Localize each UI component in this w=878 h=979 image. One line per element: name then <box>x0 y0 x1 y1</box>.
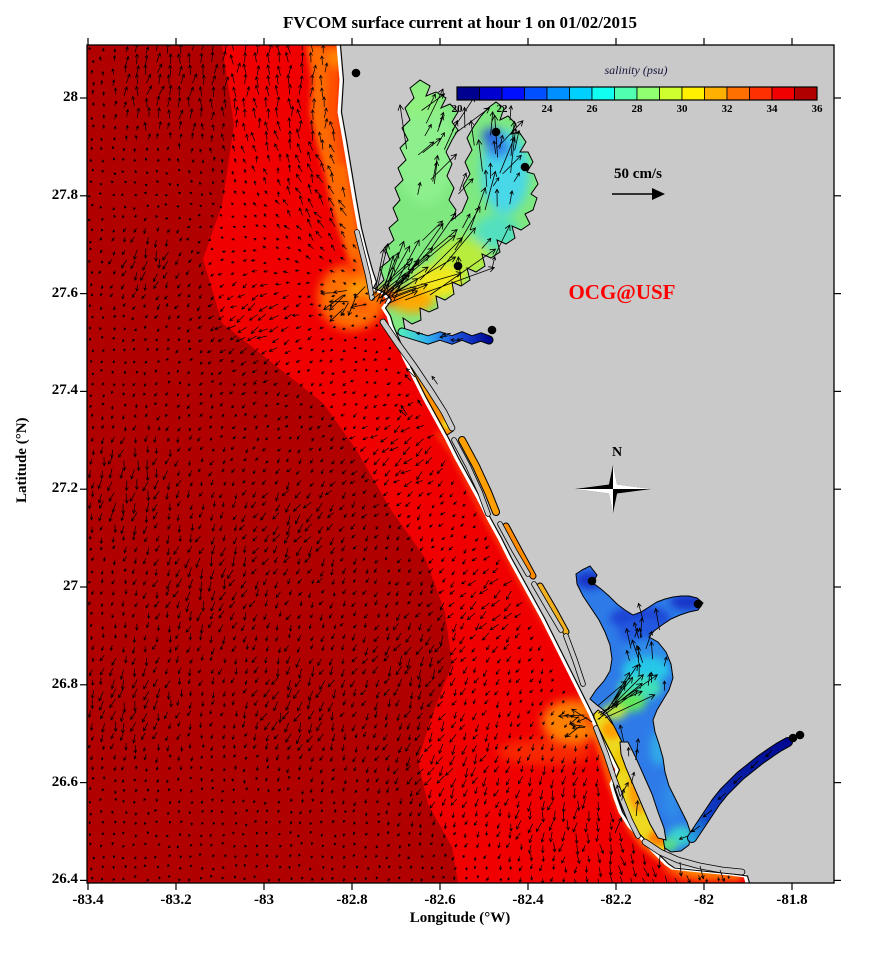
compass-rose-icon <box>575 465 651 513</box>
colorbar-segment <box>659 86 683 101</box>
colorbar-tick-label: 36 <box>811 103 823 115</box>
station-dot <box>351 68 361 78</box>
y-tick-label: 26.8 <box>51 675 78 692</box>
station-dot <box>587 576 597 586</box>
x-tick-label: -82.2 <box>600 892 632 908</box>
colorbar-segment <box>681 86 705 101</box>
lagoon-strip <box>459 437 499 515</box>
colorbar-segment <box>524 86 548 101</box>
colorbar-tick-label: 24 <box>541 103 553 115</box>
barrier-island <box>452 438 490 516</box>
pine-island <box>619 741 667 841</box>
barrier-island <box>642 839 745 875</box>
colorbar-segment <box>591 86 615 101</box>
station-dot <box>487 325 497 335</box>
compass-north-label: N <box>611 445 623 460</box>
x-tick-label: -82.8 <box>336 892 368 908</box>
y-tick-label: 28 <box>63 89 78 105</box>
station-dot <box>788 733 798 743</box>
x-tick-label: -81.8 <box>776 892 808 908</box>
y-tick-label: 27 <box>63 578 78 594</box>
y-tick-label: 26.4 <box>51 871 78 888</box>
station-dot <box>795 730 805 740</box>
colorbar-segment <box>749 86 773 101</box>
station-dot <box>491 127 501 137</box>
y-tick-label: 27.4 <box>51 382 78 399</box>
station-dot <box>693 599 703 609</box>
colorbar-segment <box>546 86 570 101</box>
barrier-island <box>355 230 374 300</box>
y-tick-label: 26.6 <box>51 773 78 790</box>
gulf-current-arrows <box>87 45 731 883</box>
colorbar-segment <box>726 86 750 101</box>
x-tick-label: -83 <box>254 892 274 908</box>
x-tick-label: -82.4 <box>512 892 544 908</box>
colorbar-segment <box>704 86 728 101</box>
colorbar-segment <box>479 86 503 101</box>
colorbar-tick-label: 30 <box>676 103 688 115</box>
colorbar-tick-label: 32 <box>721 103 733 115</box>
x-tick-label: -82 <box>694 892 714 908</box>
x-tick-label: -83.4 <box>72 892 104 908</box>
reference-arrow-label: 50 cm/s <box>614 166 662 182</box>
estuary-current-arrows <box>320 88 773 883</box>
colorbar-tick-label: 28 <box>631 103 643 115</box>
colorbar-tick-label: 34 <box>766 103 778 115</box>
x-tick-label: -83.2 <box>160 892 192 908</box>
x-tick-label: -82.6 <box>424 892 456 908</box>
watermark-ocg-usf: OCG@USF <box>568 280 676 304</box>
caloosahatchee-river <box>688 738 792 842</box>
colorbar-segment <box>794 86 818 101</box>
figure-title: FVCOM surface current at hour 1 on 01/02… <box>283 13 637 32</box>
lagoon-strip <box>503 523 536 579</box>
y-tick-label: 27.2 <box>51 480 78 497</box>
colorbar-segment <box>501 86 525 101</box>
colorbar-segment <box>614 86 638 101</box>
map-layers <box>87 45 834 883</box>
colorbar-tick-label: 22 <box>496 103 508 115</box>
barrier-island <box>564 634 585 686</box>
barrier-island <box>380 319 455 431</box>
x-axis-label: Longitude (°W) <box>409 910 511 926</box>
charlotte-harbor <box>576 566 703 852</box>
colorbar-segment <box>771 86 795 101</box>
colorbar-segment <box>456 86 480 101</box>
station-dot <box>453 261 463 271</box>
y-axis-label: Latitude (°N) <box>13 417 30 504</box>
colorbar-segment <box>569 86 593 101</box>
barrier-island <box>532 582 563 632</box>
axes-frame <box>80 38 841 890</box>
lagoon-strip <box>537 583 569 635</box>
y-tick-label: 27.8 <box>51 186 78 203</box>
colorbar-tick-label: 26 <box>586 103 598 115</box>
reference-arrow-icon <box>612 188 665 200</box>
colorbar-segment <box>636 86 660 101</box>
colorbar <box>456 86 818 101</box>
station-dot <box>520 162 530 172</box>
colorbar-label: salinity (psu) <box>604 63 668 77</box>
colorbar-tick-label: 20 <box>451 103 463 115</box>
barrier-island <box>498 522 530 576</box>
y-tick-label: 27.6 <box>51 284 78 301</box>
